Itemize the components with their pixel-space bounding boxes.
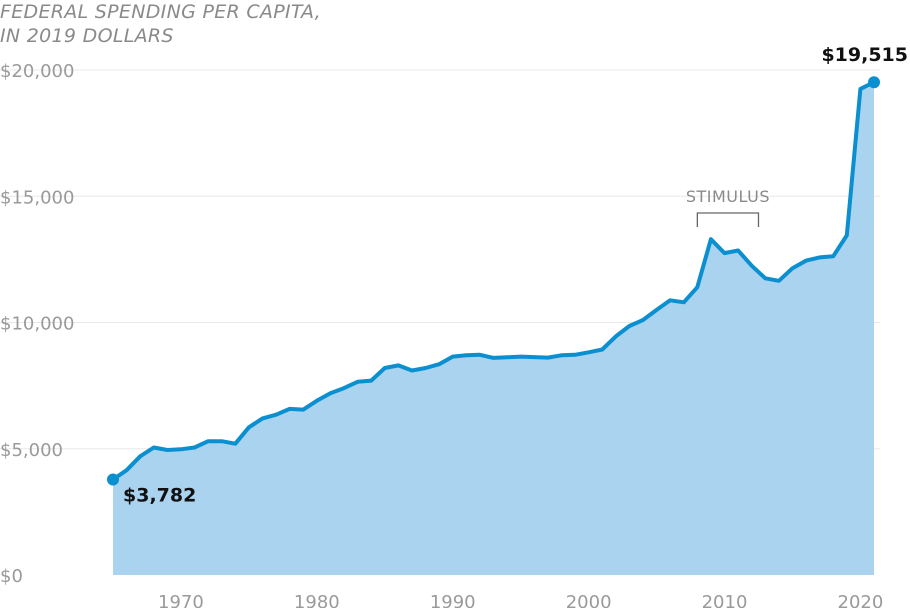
chart-title-line-1: FEDERAL SPENDING PER CAPITA, xyxy=(0,1,322,23)
chart-title: FEDERAL SPENDING PER CAPITA, IN 2019 DOL… xyxy=(0,0,321,48)
y-tick-label: $10,000 xyxy=(0,314,74,335)
end-value-label: $19,515 xyxy=(821,44,908,66)
y-tick-label: $0 xyxy=(0,566,23,587)
stimulus-label: STIMULUS xyxy=(686,187,770,206)
x-tick-label: 1970 xyxy=(158,592,204,608)
y-tick-label: $5,000 xyxy=(0,440,63,461)
series-line xyxy=(111,80,875,482)
area-fill xyxy=(113,82,874,575)
y-tick-label: $15,000 xyxy=(0,187,74,208)
x-tick-label: 2010 xyxy=(702,592,748,608)
x-tick-label: 2000 xyxy=(566,592,612,608)
stimulus-bracket xyxy=(696,212,760,227)
start-point-marker xyxy=(107,473,119,486)
x-tick-label: 1990 xyxy=(430,592,476,608)
y-tick-label: $20,000 xyxy=(0,61,74,82)
x-tick-label: 2020 xyxy=(838,592,884,608)
start-value-label: $3,782 xyxy=(123,485,196,507)
chart-title-line-2: IN 2019 DOLLARS xyxy=(0,25,174,47)
end-point-marker xyxy=(868,76,880,89)
x-tick-label: 1980 xyxy=(294,592,340,608)
